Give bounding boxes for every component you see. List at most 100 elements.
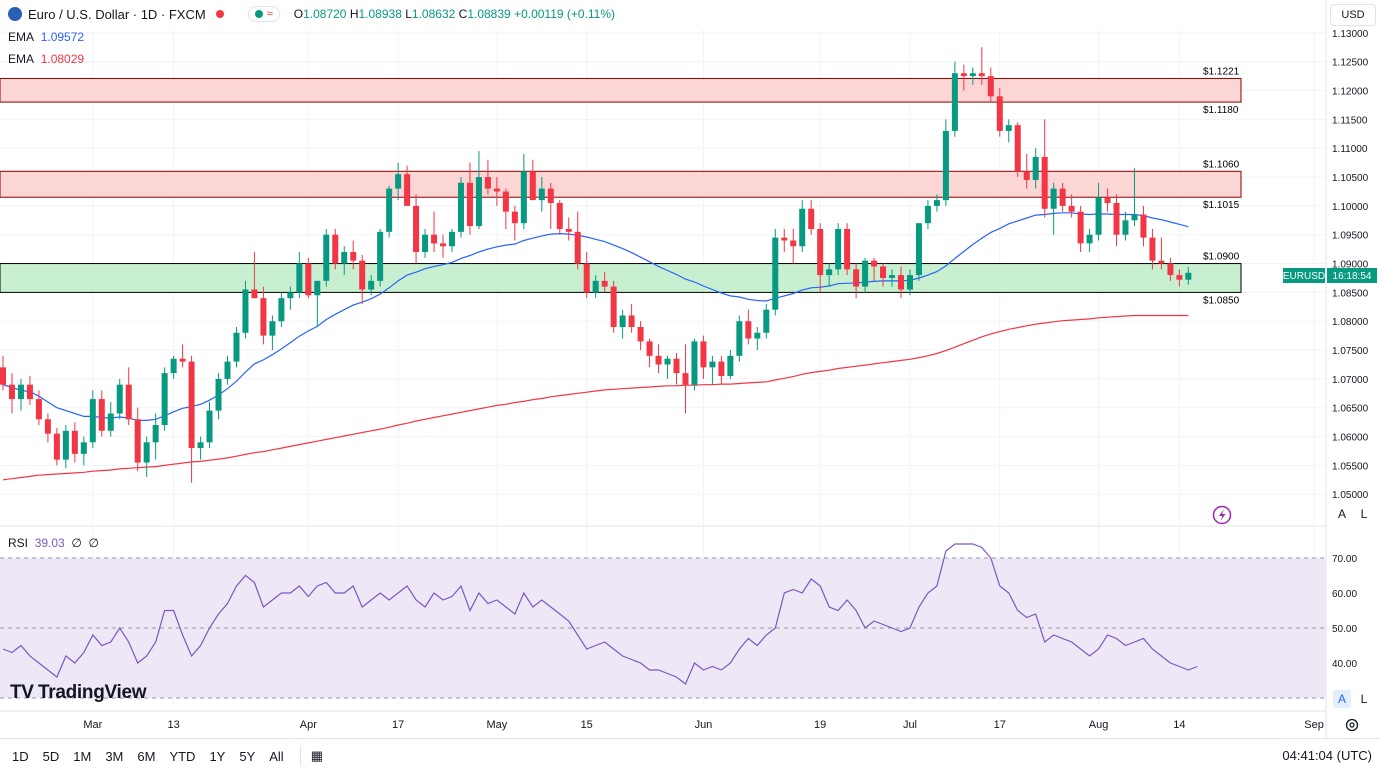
rsi-line-group [2, 543, 1198, 685]
time-tick-label: 13 [167, 719, 179, 731]
candle-body [763, 309, 770, 333]
timeframe-all[interactable]: All [269, 748, 284, 764]
candle-body [1023, 171, 1030, 180]
candle-body [466, 182, 473, 227]
utc-clock[interactable]: 04:41:04 (UTC) [1282, 748, 1372, 763]
candle-body [1167, 263, 1174, 276]
countdown: 16:18:54 [1333, 271, 1372, 282]
candle-body [26, 384, 33, 400]
rsi-extra-2: ∅ [88, 536, 99, 550]
candle-body [62, 430, 69, 460]
rsi-tick-label: 50.00 [1332, 624, 1357, 635]
candle-body [278, 298, 285, 322]
candle-body [871, 260, 878, 267]
candle-body [637, 326, 644, 342]
time-tick-label: Jul [903, 719, 917, 731]
rsi-log-scale-button[interactable]: L [1360, 692, 1368, 706]
candle-body [44, 419, 51, 434]
chart-settings-icon[interactable] [1345, 718, 1359, 732]
auto-scale-button[interactable]: A [1337, 507, 1346, 521]
timeframe-5d[interactable]: 5D [42, 748, 60, 764]
candle-body [978, 73, 985, 77]
data-status-pill[interactable]: ≈ [247, 6, 280, 22]
rsi-auto-scale-button[interactable]: A [1333, 690, 1351, 708]
price-axis-ticks[interactable]: 1.13000 1.12500 1.12000 1.11500 1.11000 1.105… [1332, 29, 1369, 501]
price-tick-label: 1.10500 [1332, 173, 1369, 184]
candle-body [673, 358, 680, 374]
time-tick-label: Mar [83, 719, 102, 731]
candle-body [898, 275, 904, 290]
price-tick-label: 1.08500 [1332, 288, 1369, 299]
rsi-axis-ticks[interactable]: 70.00 60.00 50.00 40.00 [1332, 554, 1357, 670]
log-scale-button[interactable]: L [1360, 507, 1368, 521]
currency-button[interactable]: USD [1330, 4, 1376, 26]
time-tick-label: 15 [581, 719, 593, 731]
wave-icon: ≈ [266, 8, 273, 20]
price-tick-label: 1.05500 [1332, 461, 1369, 472]
candle-body [718, 361, 725, 377]
candle-body [0, 367, 6, 385]
candle-body [628, 315, 635, 327]
zone-top-label: $1.0900 [1203, 252, 1240, 263]
timeframe-ytd[interactable]: YTD [169, 748, 196, 764]
candle-body [942, 130, 949, 201]
candle-body [125, 384, 132, 420]
candle-body [889, 275, 896, 278]
candle-body [1032, 156, 1039, 180]
symbol-legend[interactable]: Euro / U.S. Dollar · 1D · FXCM ≈ O1.0872… [8, 6, 615, 22]
symbol-tag-bg [1283, 268, 1325, 283]
candle-body [152, 425, 159, 443]
price-tick-label: 1.06500 [1332, 404, 1369, 415]
timeframe-5y[interactable]: 5Y [239, 748, 256, 764]
ema-slow-legend[interactable]: EMA 1.08029 [8, 52, 84, 66]
time-tick-label: 19 [814, 719, 826, 731]
candle-body [691, 341, 698, 385]
timeframe-1m[interactable]: 1M [73, 748, 92, 764]
candle-body [924, 205, 931, 224]
candle-body [996, 96, 1003, 131]
candle-body [377, 231, 384, 281]
ema-fast-legend[interactable]: EMA 1.09572 [8, 30, 84, 44]
candle-body [1122, 220, 1129, 235]
price-tick-label: 1.09500 [1332, 231, 1369, 242]
candle-body [161, 373, 168, 426]
zone-top-label: $1.1060 [1203, 159, 1240, 170]
symbol-tag: EURUSD [1283, 271, 1325, 282]
rsi-tick-label: 40.00 [1332, 659, 1357, 670]
candle-body [772, 237, 779, 310]
candle-body [89, 399, 96, 443]
date-range-icon[interactable]: ▦ [299, 746, 325, 766]
candle-body [1095, 197, 1102, 235]
candle-body [817, 228, 824, 276]
price-zone-resistance [0, 77, 1242, 103]
zone-top-label: $1.1221 [1203, 66, 1240, 77]
rsi-band [0, 557, 1326, 699]
symbol-title[interactable]: Euro / U.S. Dollar · 1D · FXCM [28, 6, 206, 22]
candle-body [1140, 214, 1147, 238]
time-axis-ticks[interactable]: Mar 13 Apr 17 May 15 Jun 19 Jul 17 Aug 14 Sep [83, 719, 1324, 731]
price-tick-label: 1.07500 [1332, 346, 1369, 357]
timeframe-1y[interactable]: 1Y [209, 748, 226, 764]
candle-body [242, 289, 249, 333]
candle-body [682, 373, 689, 385]
price-tick-label: 1.10000 [1332, 202, 1369, 213]
time-tick-label: May [487, 719, 508, 731]
zone-bottom-label: $1.1180 [1203, 105, 1239, 116]
rsi-legend[interactable]: RSI 39.03 ∅ ∅ [8, 536, 99, 550]
ohlc-close: 1.08839 [467, 7, 511, 21]
candle-body [1059, 188, 1066, 206]
candle-body [314, 280, 321, 296]
candle-body [700, 341, 707, 368]
timeframe-3m[interactable]: 3M [105, 748, 124, 764]
timeframe-6m[interactable]: 6M [137, 748, 156, 764]
candle-body [727, 355, 734, 377]
quick-action-icon[interactable] [1212, 505, 1232, 525]
candle-body [987, 76, 994, 97]
candle-body [431, 234, 438, 244]
candle-body [1131, 214, 1138, 221]
candle-body [305, 263, 312, 296]
tradingview-logo[interactable]: TV TradingView [10, 682, 147, 704]
timeframe-1d[interactable]: 1D [12, 748, 29, 764]
